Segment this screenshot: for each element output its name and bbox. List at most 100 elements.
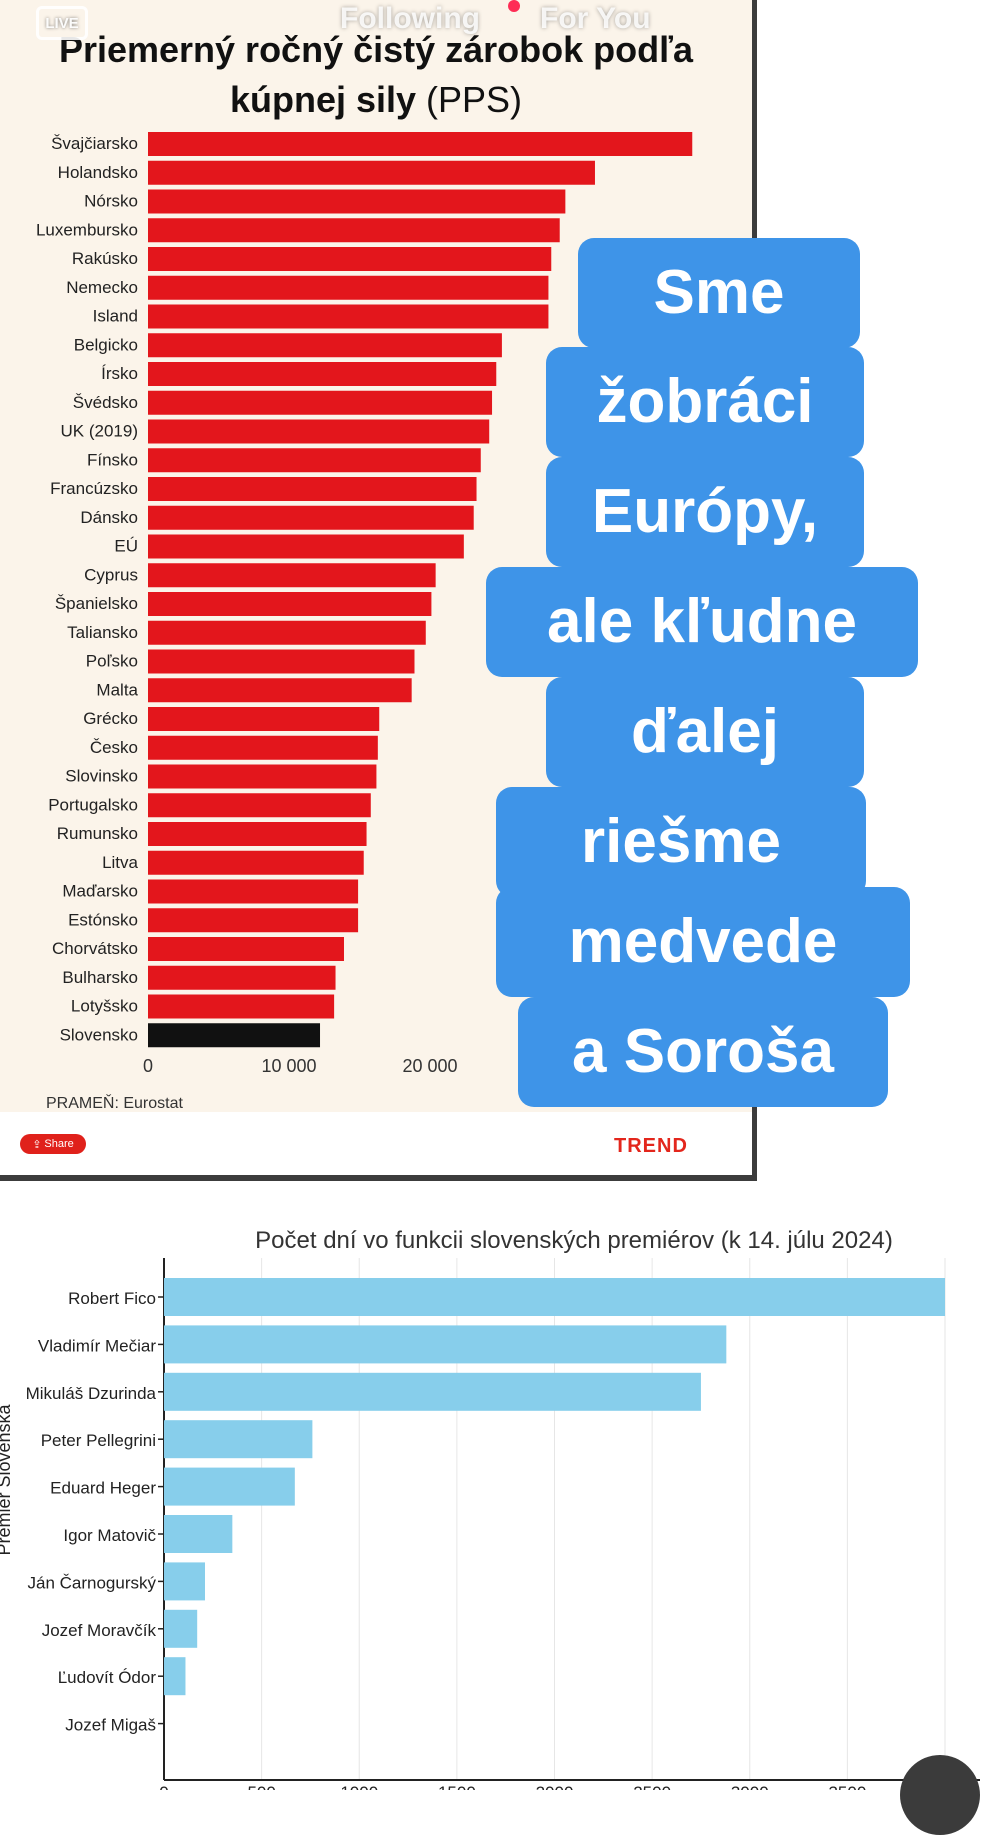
tab-for-you[interactable]: For You [540, 2, 651, 35]
chart-title-unit: (PPS) [426, 79, 522, 120]
bar [164, 1420, 313, 1459]
bar [148, 534, 464, 559]
chart-title-bold: kúpnej sily [230, 79, 426, 120]
chart-title-line2: kúpnej sily (PPS) [230, 79, 522, 120]
source-label: PRAMEŇ: Eurostat [46, 1093, 183, 1112]
category-label: Česko [90, 738, 138, 757]
playback-control[interactable] [900, 1755, 980, 1835]
share-button[interactable]: ⇪ Share [20, 1134, 86, 1154]
category-label: Írsko [101, 364, 138, 383]
bar [148, 965, 336, 990]
bar [164, 1515, 233, 1553]
x-tick-label: 2500 [633, 1783, 671, 1790]
bar [148, 333, 502, 358]
premier-label: Jozef Moravčík [42, 1621, 157, 1640]
bar [148, 735, 378, 760]
chart2-title: Počet dní vo funkcii slovenských premiér… [255, 1227, 893, 1254]
bar [148, 189, 566, 214]
overlay-line: riešme [496, 787, 866, 897]
live-button[interactable]: LIVE [36, 6, 88, 40]
bar [164, 1467, 295, 1506]
share-label: Share [44, 1138, 74, 1150]
category-label: Rakúsko [72, 249, 138, 268]
overlay-line: ďalej [546, 677, 864, 787]
overlay-line: Európy, [546, 457, 864, 567]
bar [164, 1325, 727, 1364]
category-label: Nemecko [66, 278, 138, 297]
category-label: Taliansko [67, 623, 138, 642]
category-label: Luxembursko [36, 220, 138, 239]
category-label: EÚ [114, 537, 138, 556]
category-label: Malta [96, 680, 138, 699]
bar [164, 1372, 701, 1411]
bar [148, 247, 552, 271]
search-icon[interactable] [920, 0, 970, 46]
category-label: Slovensko [60, 1025, 138, 1044]
bar [164, 1562, 206, 1601]
overlay-line: Sme [578, 238, 860, 348]
category-label: Estónsko [68, 910, 138, 929]
bar [148, 908, 359, 933]
category-label: Slovinsko [65, 767, 138, 786]
x-tick-label: 0 [159, 1783, 168, 1790]
card-border-bottom [0, 1175, 757, 1181]
premier-label: Eduard Heger [50, 1479, 156, 1498]
category-label: Lotyšsko [71, 997, 138, 1016]
category-label: Španielsko [55, 594, 138, 613]
x-tick-label: 3500 [828, 1783, 866, 1790]
premier-label: Vladimír Mečiar [38, 1336, 156, 1355]
premier-label: Ľudovít Ódor [58, 1668, 157, 1687]
category-label: Island [93, 307, 138, 326]
bar [148, 563, 436, 588]
tab-following[interactable]: Following [340, 2, 480, 35]
category-label: UK (2019) [61, 422, 138, 441]
bar [148, 707, 380, 731]
category-label: Francúzsko [50, 479, 138, 498]
salary-chart: Priemerný ročný čistý zárobok podľa kúpne… [36, 29, 694, 1112]
bar [148, 505, 474, 530]
overlay-line: a Soroša [518, 997, 888, 1107]
category-label: Fínsko [87, 450, 138, 469]
category-label: Dánsko [80, 508, 138, 527]
bar [148, 592, 432, 616]
category-label: Chorvátsko [52, 939, 138, 958]
bar [148, 218, 560, 243]
premiers-chart: Počet dní vo funkcii slovenských premiér… [0, 1227, 980, 1790]
x-tick-label: 3000 [731, 1783, 769, 1790]
category-label: Maďarsko [62, 882, 138, 901]
category-label: Švédsko [73, 393, 138, 412]
live-label: LIVE [45, 14, 79, 32]
category-label: Holandsko [58, 163, 138, 182]
bar [148, 879, 359, 904]
card-footer [0, 1112, 752, 1175]
category-label: Bulharsko [62, 968, 138, 987]
x-tick-label: 20 000 [402, 1056, 457, 1076]
chart-title: Priemerný ročný čistý zárobok podľa [59, 29, 694, 70]
bar [148, 419, 490, 444]
x-tick-label: 500 [247, 1783, 275, 1790]
category-label: Poľsko [86, 652, 138, 671]
bar [148, 304, 549, 329]
bar [148, 793, 371, 818]
bar [148, 275, 549, 300]
bar [148, 620, 426, 645]
premier-label: Peter Pellegrini [41, 1431, 156, 1450]
premier-label: Igor Matovič [63, 1526, 156, 1545]
bar [164, 1657, 186, 1696]
bar [148, 649, 415, 674]
x-tick-label: 10 000 [261, 1056, 316, 1076]
overlay-line: ale kľudne [486, 567, 918, 677]
bar [148, 937, 344, 961]
bar [148, 132, 693, 156]
x-tick-label: 0 [143, 1056, 153, 1076]
bar [148, 448, 481, 473]
bar [148, 678, 412, 703]
overlay-line: medvede [496, 887, 910, 997]
y-axis-label: Premiér Slovenska [0, 1403, 14, 1555]
x-tick-label: 1500 [438, 1783, 476, 1790]
live-indicator-dot [508, 0, 520, 12]
bar [148, 160, 595, 185]
bar [148, 764, 377, 789]
